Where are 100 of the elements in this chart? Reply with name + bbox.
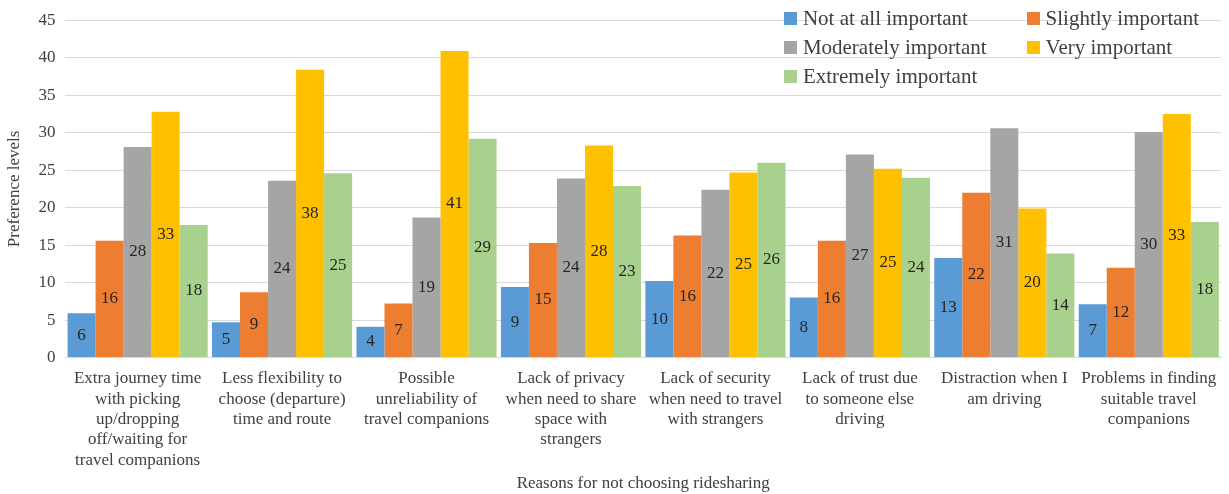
y-tick-label: 15 — [38, 234, 56, 254]
bar — [95, 240, 124, 358]
data-label: 16 — [823, 288, 841, 308]
data-label: 16 — [101, 288, 119, 308]
bar — [962, 192, 991, 358]
x-tick-label: Distraction when I am driving — [941, 368, 1068, 408]
bar — [412, 217, 441, 358]
bar — [528, 242, 557, 358]
bar — [873, 168, 902, 358]
data-label: 25 — [329, 254, 347, 274]
bar — [757, 162, 786, 358]
data-label: 24 — [273, 258, 292, 278]
data-label: 24 — [907, 256, 925, 276]
x-tick-label: Extra journey time with picking up/dropping off/waiting for travel companions — [73, 368, 202, 469]
data-label: 33 — [1168, 224, 1186, 244]
y-tick-label: 45 — [38, 9, 56, 29]
x-tick-label: Problems in finding suitable travel companions — [1081, 368, 1217, 429]
bar — [817, 240, 846, 358]
bar — [729, 172, 758, 358]
x-axis-title: Reasons for not choosing ridesharing — [516, 473, 771, 493]
data-label: 7 — [394, 319, 404, 339]
bar — [151, 111, 180, 358]
data-label: 14 — [1051, 294, 1070, 314]
bar — [440, 50, 469, 358]
data-label: 15 — [534, 289, 552, 309]
data-label: 33 — [157, 223, 175, 243]
legend-label: Slightly important — [1045, 6, 1199, 31]
x-tick-label: Possible unreliability of travel companions — [363, 368, 490, 429]
data-label: 19 — [418, 276, 436, 296]
bar — [240, 292, 269, 358]
legend-label: Very important — [1045, 35, 1173, 60]
y-axis-title: Preference levels — [3, 130, 23, 248]
data-label: 6 — [77, 324, 86, 344]
bar — [123, 146, 152, 358]
data-label: 20 — [1023, 272, 1041, 292]
bar — [673, 235, 702, 358]
bar — [556, 178, 585, 358]
x-tick-label: Less flexibility to choose (departure) time and route — [218, 368, 346, 429]
bar — [468, 138, 497, 358]
data-label: 26 — [762, 249, 780, 269]
legend-label: Not at all important — [802, 6, 968, 31]
data-label: 25 — [734, 254, 752, 274]
data-label: 16 — [678, 285, 696, 305]
bar — [324, 173, 353, 358]
bar — [789, 297, 818, 358]
bar — [268, 180, 297, 358]
data-label: 41 — [446, 193, 464, 213]
data-label: 31 — [995, 232, 1013, 252]
data-label: 8 — [799, 316, 809, 336]
bar — [1190, 221, 1219, 358]
y-tick-label: 40 — [38, 47, 56, 67]
y-tick-label: 25 — [38, 159, 56, 179]
bar — [212, 322, 241, 358]
bar — [179, 224, 208, 358]
data-label: 27 — [851, 245, 869, 265]
bar — [500, 287, 529, 358]
data-label: 24 — [562, 257, 580, 277]
data-label: 18 — [185, 280, 203, 300]
x-tick-label: Lack of security when need to travel with strangers — [648, 368, 783, 429]
y-tick-label: 0 — [46, 347, 56, 367]
data-label: 9 — [249, 314, 259, 334]
data-label: 38 — [301, 202, 319, 222]
bar — [1046, 253, 1075, 358]
y-tick-label: 20 — [38, 197, 56, 217]
bar — [990, 128, 1019, 358]
y-tick-label: 10 — [38, 272, 56, 292]
bar — [356, 326, 385, 358]
bar — [901, 177, 930, 358]
y-tick-label: 30 — [38, 122, 56, 142]
data-label: 13 — [939, 296, 957, 316]
data-label: 29 — [474, 237, 492, 257]
data-label: 28 — [129, 241, 147, 261]
legend-label: Extremely important — [802, 64, 978, 89]
bar — [67, 313, 96, 358]
data-label: 22 — [706, 262, 724, 282]
bar — [584, 145, 614, 358]
bar — [1106, 267, 1135, 358]
data-label: 10 — [650, 308, 668, 328]
bar — [845, 154, 874, 358]
bar — [1018, 208, 1047, 358]
bar — [701, 189, 730, 358]
data-label: 30 — [1140, 233, 1158, 253]
data-label: 23 — [618, 260, 636, 280]
bar — [296, 69, 325, 358]
y-tick-label: 5 — [46, 309, 56, 329]
data-label: 4 — [366, 331, 376, 351]
bar — [1134, 131, 1163, 358]
bar — [384, 303, 413, 358]
data-label: 25 — [879, 252, 897, 272]
bar — [934, 257, 963, 358]
x-tick-label: Lack of trust due to someone else driving — [802, 368, 918, 429]
data-label: 9 — [510, 311, 520, 331]
data-label: 7 — [1088, 320, 1098, 340]
bar — [613, 185, 642, 358]
bar — [645, 281, 674, 358]
data-label: 28 — [590, 240, 608, 260]
legend-label: Moderately important — [802, 35, 987, 60]
data-label: 12 — [1112, 301, 1130, 321]
data-label: 22 — [967, 264, 985, 284]
data-label: 5 — [221, 329, 231, 349]
